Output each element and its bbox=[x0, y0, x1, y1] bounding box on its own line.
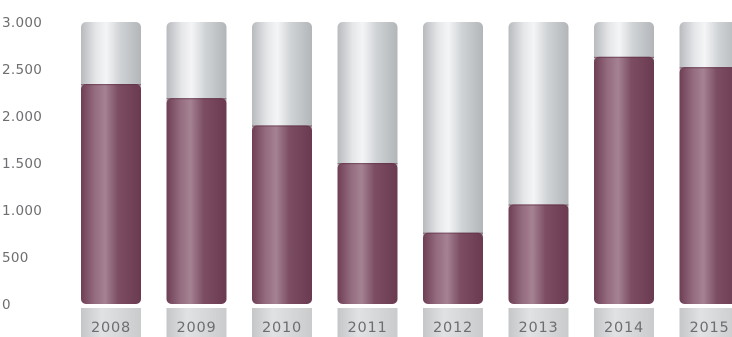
bar-2011 bbox=[337, 163, 398, 304]
bar-top-edge bbox=[679, 67, 732, 69]
bar-top-edge bbox=[252, 125, 312, 127]
bar-top-edge bbox=[81, 84, 141, 86]
x-label-tab bbox=[81, 308, 141, 337]
y-tick-label: 1.500 bbox=[2, 156, 42, 172]
x-tick-label-2012: 2012 bbox=[433, 320, 473, 336]
x-label-tab bbox=[679, 308, 732, 337]
x-tick-label-2011: 2011 bbox=[347, 320, 387, 336]
x-label-tab bbox=[337, 308, 398, 337]
x-tick-label-2015: 2015 bbox=[689, 320, 729, 336]
y-tick-label: 2.000 bbox=[2, 109, 42, 125]
bar-2013 bbox=[508, 204, 569, 304]
x-label-tab bbox=[423, 308, 483, 337]
y-axis: 0 500 1.000 1.500 2.000 2.500 3.000 bbox=[2, 15, 42, 313]
y-tick-label: 500 bbox=[2, 250, 29, 266]
x-tick-label-2014: 2014 bbox=[604, 320, 644, 336]
bar-2014 bbox=[594, 56, 654, 304]
bar-2008 bbox=[81, 84, 141, 304]
y-tick-label: 3.000 bbox=[2, 15, 42, 31]
bar-2015 bbox=[679, 67, 732, 304]
y-tick-label: 2.500 bbox=[2, 62, 42, 78]
bar-2010 bbox=[252, 125, 312, 305]
x-tick-label-2010: 2010 bbox=[262, 320, 302, 336]
x-label-tab bbox=[508, 308, 569, 337]
x-tick-label-2009: 2009 bbox=[176, 320, 216, 336]
x-tick-label-2013: 2013 bbox=[518, 320, 558, 336]
y-tick-label: 1.000 bbox=[2, 203, 42, 219]
bar-2012 bbox=[423, 232, 483, 304]
bar-top-edge bbox=[508, 204, 569, 206]
bar-top-edge bbox=[423, 232, 483, 234]
y-tick-label: 0 bbox=[2, 297, 11, 313]
x-label-tab bbox=[166, 308, 227, 337]
bars-group bbox=[81, 22, 732, 305]
bar-top-edge bbox=[166, 98, 227, 100]
x-tick-label-2008: 2008 bbox=[91, 320, 131, 336]
x-label-tab bbox=[594, 308, 654, 337]
bar-2009 bbox=[166, 98, 227, 304]
bar-top-edge bbox=[594, 56, 654, 58]
x-label-tab bbox=[252, 308, 312, 337]
x-axis: 2008 2009 2010 2011 2012 2013 2014 2015 bbox=[81, 308, 732, 337]
bar-top-edge bbox=[337, 163, 398, 165]
